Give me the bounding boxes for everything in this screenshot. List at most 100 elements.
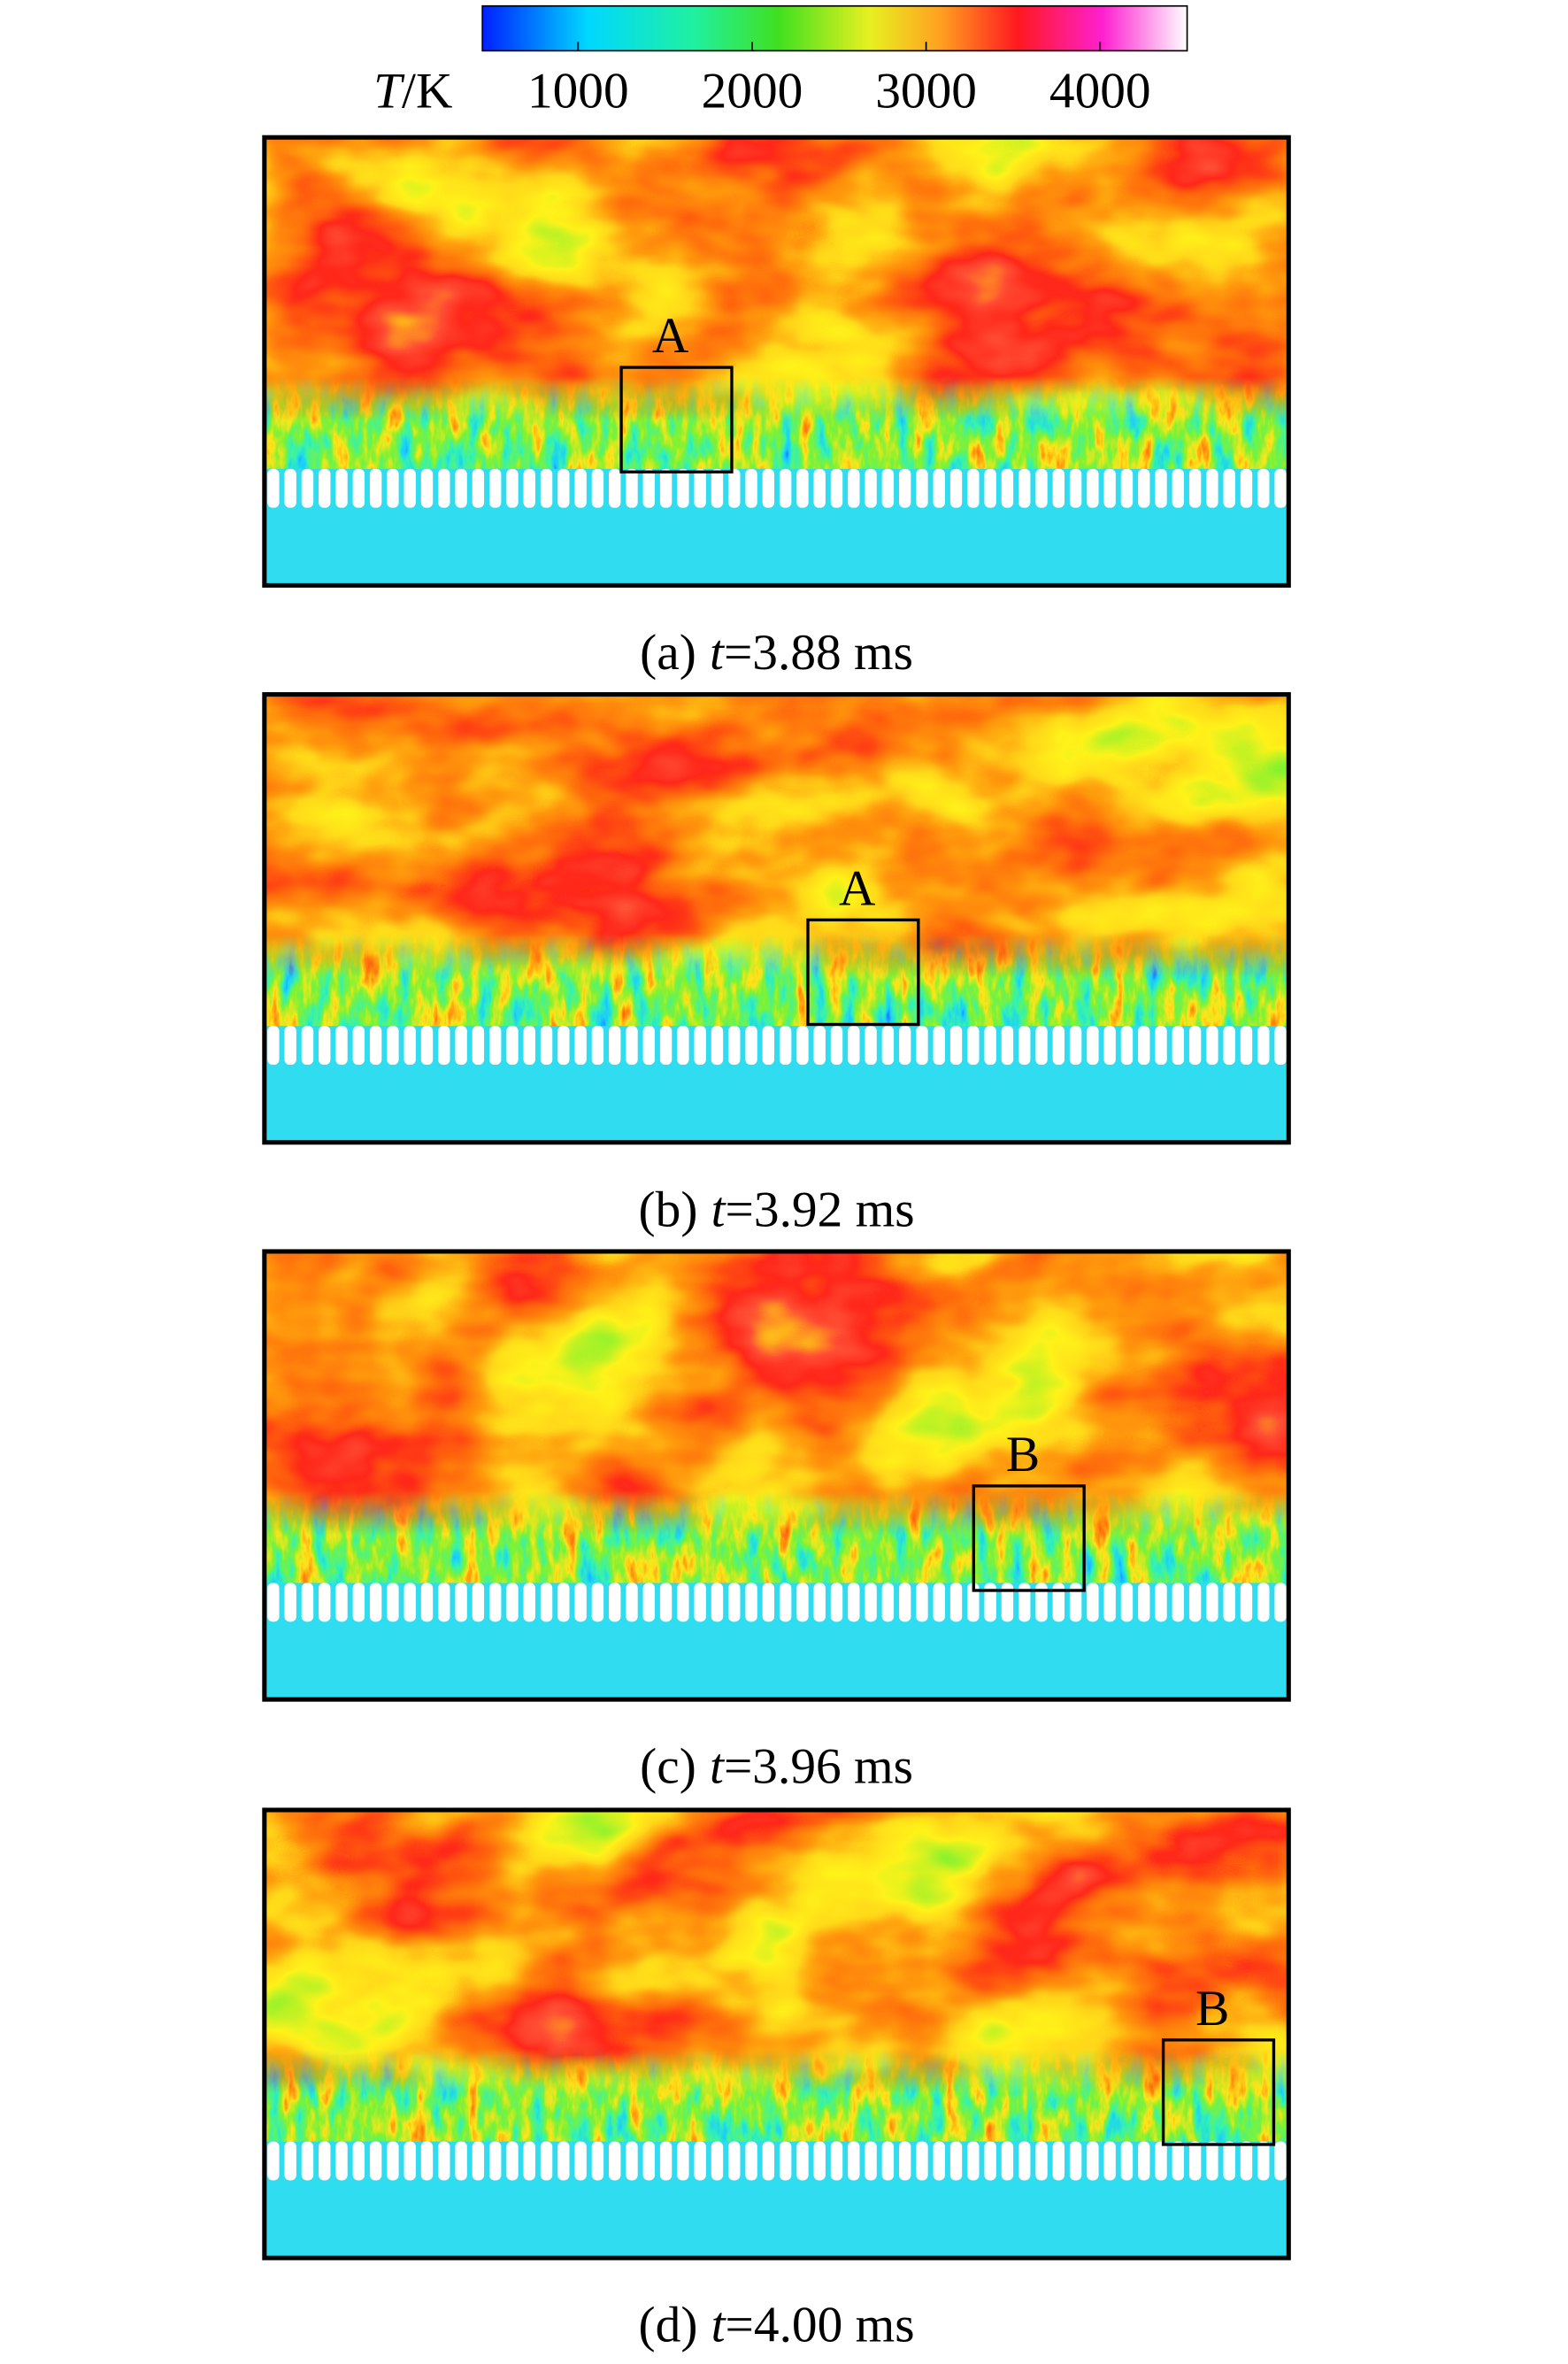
injector-slot	[626, 1582, 638, 1622]
injector-slot	[335, 1026, 348, 1066]
injector-slot	[404, 2141, 416, 2181]
injector-slot	[1155, 468, 1167, 508]
highlight-box	[806, 918, 920, 1027]
injector-slot	[1274, 468, 1287, 508]
injector-slot	[711, 468, 724, 508]
injector-slot	[881, 1582, 895, 1622]
injector-slot	[796, 1582, 809, 1622]
injector-slot	[540, 1026, 553, 1066]
injector-slot	[319, 2141, 331, 2181]
injector-slot	[881, 468, 895, 508]
injector-slot	[557, 1026, 570, 1066]
injector-slot	[506, 2141, 519, 2181]
highlight-box	[1161, 2038, 1276, 2146]
injector-slot	[881, 2141, 895, 2181]
injector-slot	[1274, 2141, 1287, 2181]
injector-slot	[779, 1026, 792, 1066]
injector-slot	[830, 1582, 843, 1622]
injector-slot	[745, 468, 757, 508]
injector-slot	[404, 1026, 416, 1066]
injector-slot	[642, 1026, 655, 1066]
caption-symbol: t	[711, 2298, 727, 2353]
injector-slot	[916, 468, 928, 508]
injector-slot	[540, 2141, 553, 2181]
injector-slot	[728, 2141, 741, 2181]
injector-slot	[865, 2141, 877, 2181]
injector-slot	[762, 1026, 775, 1066]
injector-slot	[779, 468, 792, 508]
injector-slot	[1052, 2141, 1065, 2181]
cold-mixture-layer	[264, 2048, 1289, 2148]
injector-slot	[1035, 1582, 1048, 1622]
injector-slot	[1103, 468, 1116, 508]
injector-slot	[438, 2141, 450, 2181]
injector-slot	[984, 2141, 996, 2181]
injector-slot	[898, 1582, 911, 1622]
injector-slot	[319, 1026, 331, 1066]
injector-slot	[694, 1582, 706, 1622]
injector-slot	[284, 468, 296, 508]
injector-slot	[284, 1026, 296, 1066]
colorbar-tick-label: 4000	[1049, 63, 1151, 119]
cold-mixture-layer	[264, 933, 1289, 1032]
injector-slot	[779, 2141, 792, 2181]
injector-slot	[472, 2141, 485, 2181]
injector-slot	[967, 1582, 980, 1622]
injector-slot	[335, 468, 348, 508]
injector-slot	[796, 1026, 809, 1066]
injector-slot	[694, 468, 706, 508]
panel: A	[262, 135, 1291, 588]
injector-slot	[916, 1582, 928, 1622]
injector-slot	[1138, 2141, 1150, 2181]
injector-slot	[711, 2141, 724, 2181]
injector-slot	[1223, 2141, 1235, 2181]
injector-slot	[967, 2141, 980, 2181]
injector-slot	[779, 1582, 792, 1622]
injector-slot	[472, 468, 485, 508]
injector-slot	[1001, 468, 1014, 508]
injector-slot	[387, 2141, 399, 2181]
injector-slot	[642, 468, 655, 508]
injector-slot	[642, 2141, 655, 2181]
injector-slot	[352, 468, 365, 508]
injector-slot	[1103, 2141, 1116, 2181]
injector-slot	[813, 1582, 826, 1622]
box-label: A	[839, 861, 875, 917]
panel-border	[262, 692, 1291, 1145]
injector-slot	[762, 2141, 775, 2181]
injector-slot	[1206, 1026, 1218, 1066]
injector-slot	[1052, 468, 1065, 508]
injector-slot	[387, 1026, 399, 1066]
injector-slot	[984, 1026, 996, 1066]
wall-region	[264, 1582, 1289, 1700]
injector-slot	[1103, 1026, 1116, 1066]
injector-slot	[574, 2141, 587, 2181]
injector-slot	[591, 1582, 604, 1622]
injector-slot	[1257, 1582, 1270, 1622]
injector-slot	[1052, 1582, 1065, 1622]
injector-slot	[626, 2141, 638, 2181]
injector-slot	[523, 1026, 535, 1066]
injector-slot	[677, 1026, 689, 1066]
injector-slot	[711, 1026, 724, 1066]
injector-slot	[1155, 2141, 1167, 2181]
injector-slot	[1103, 1582, 1116, 1622]
injector-slot	[949, 468, 963, 508]
injector-slot	[1257, 468, 1270, 508]
injector-slot	[1069, 2141, 1082, 2181]
injector-slot	[267, 1026, 280, 1066]
injector-slot	[557, 2141, 570, 2181]
injector-slot	[1240, 468, 1253, 508]
injector-slot	[813, 468, 826, 508]
injector-slot	[1172, 1582, 1185, 1622]
injector-slot	[745, 2141, 757, 2181]
panel-border	[262, 135, 1291, 588]
injector-slot	[1052, 1026, 1065, 1066]
caption-text: =4.00 ms	[726, 2298, 915, 2353]
injector-slot	[967, 468, 980, 508]
injector-slot	[1257, 1026, 1270, 1066]
injector-slot	[1087, 468, 1099, 508]
injector-slot	[694, 1026, 706, 1066]
injector-slot	[301, 1026, 314, 1066]
injector-slot	[933, 1026, 945, 1066]
